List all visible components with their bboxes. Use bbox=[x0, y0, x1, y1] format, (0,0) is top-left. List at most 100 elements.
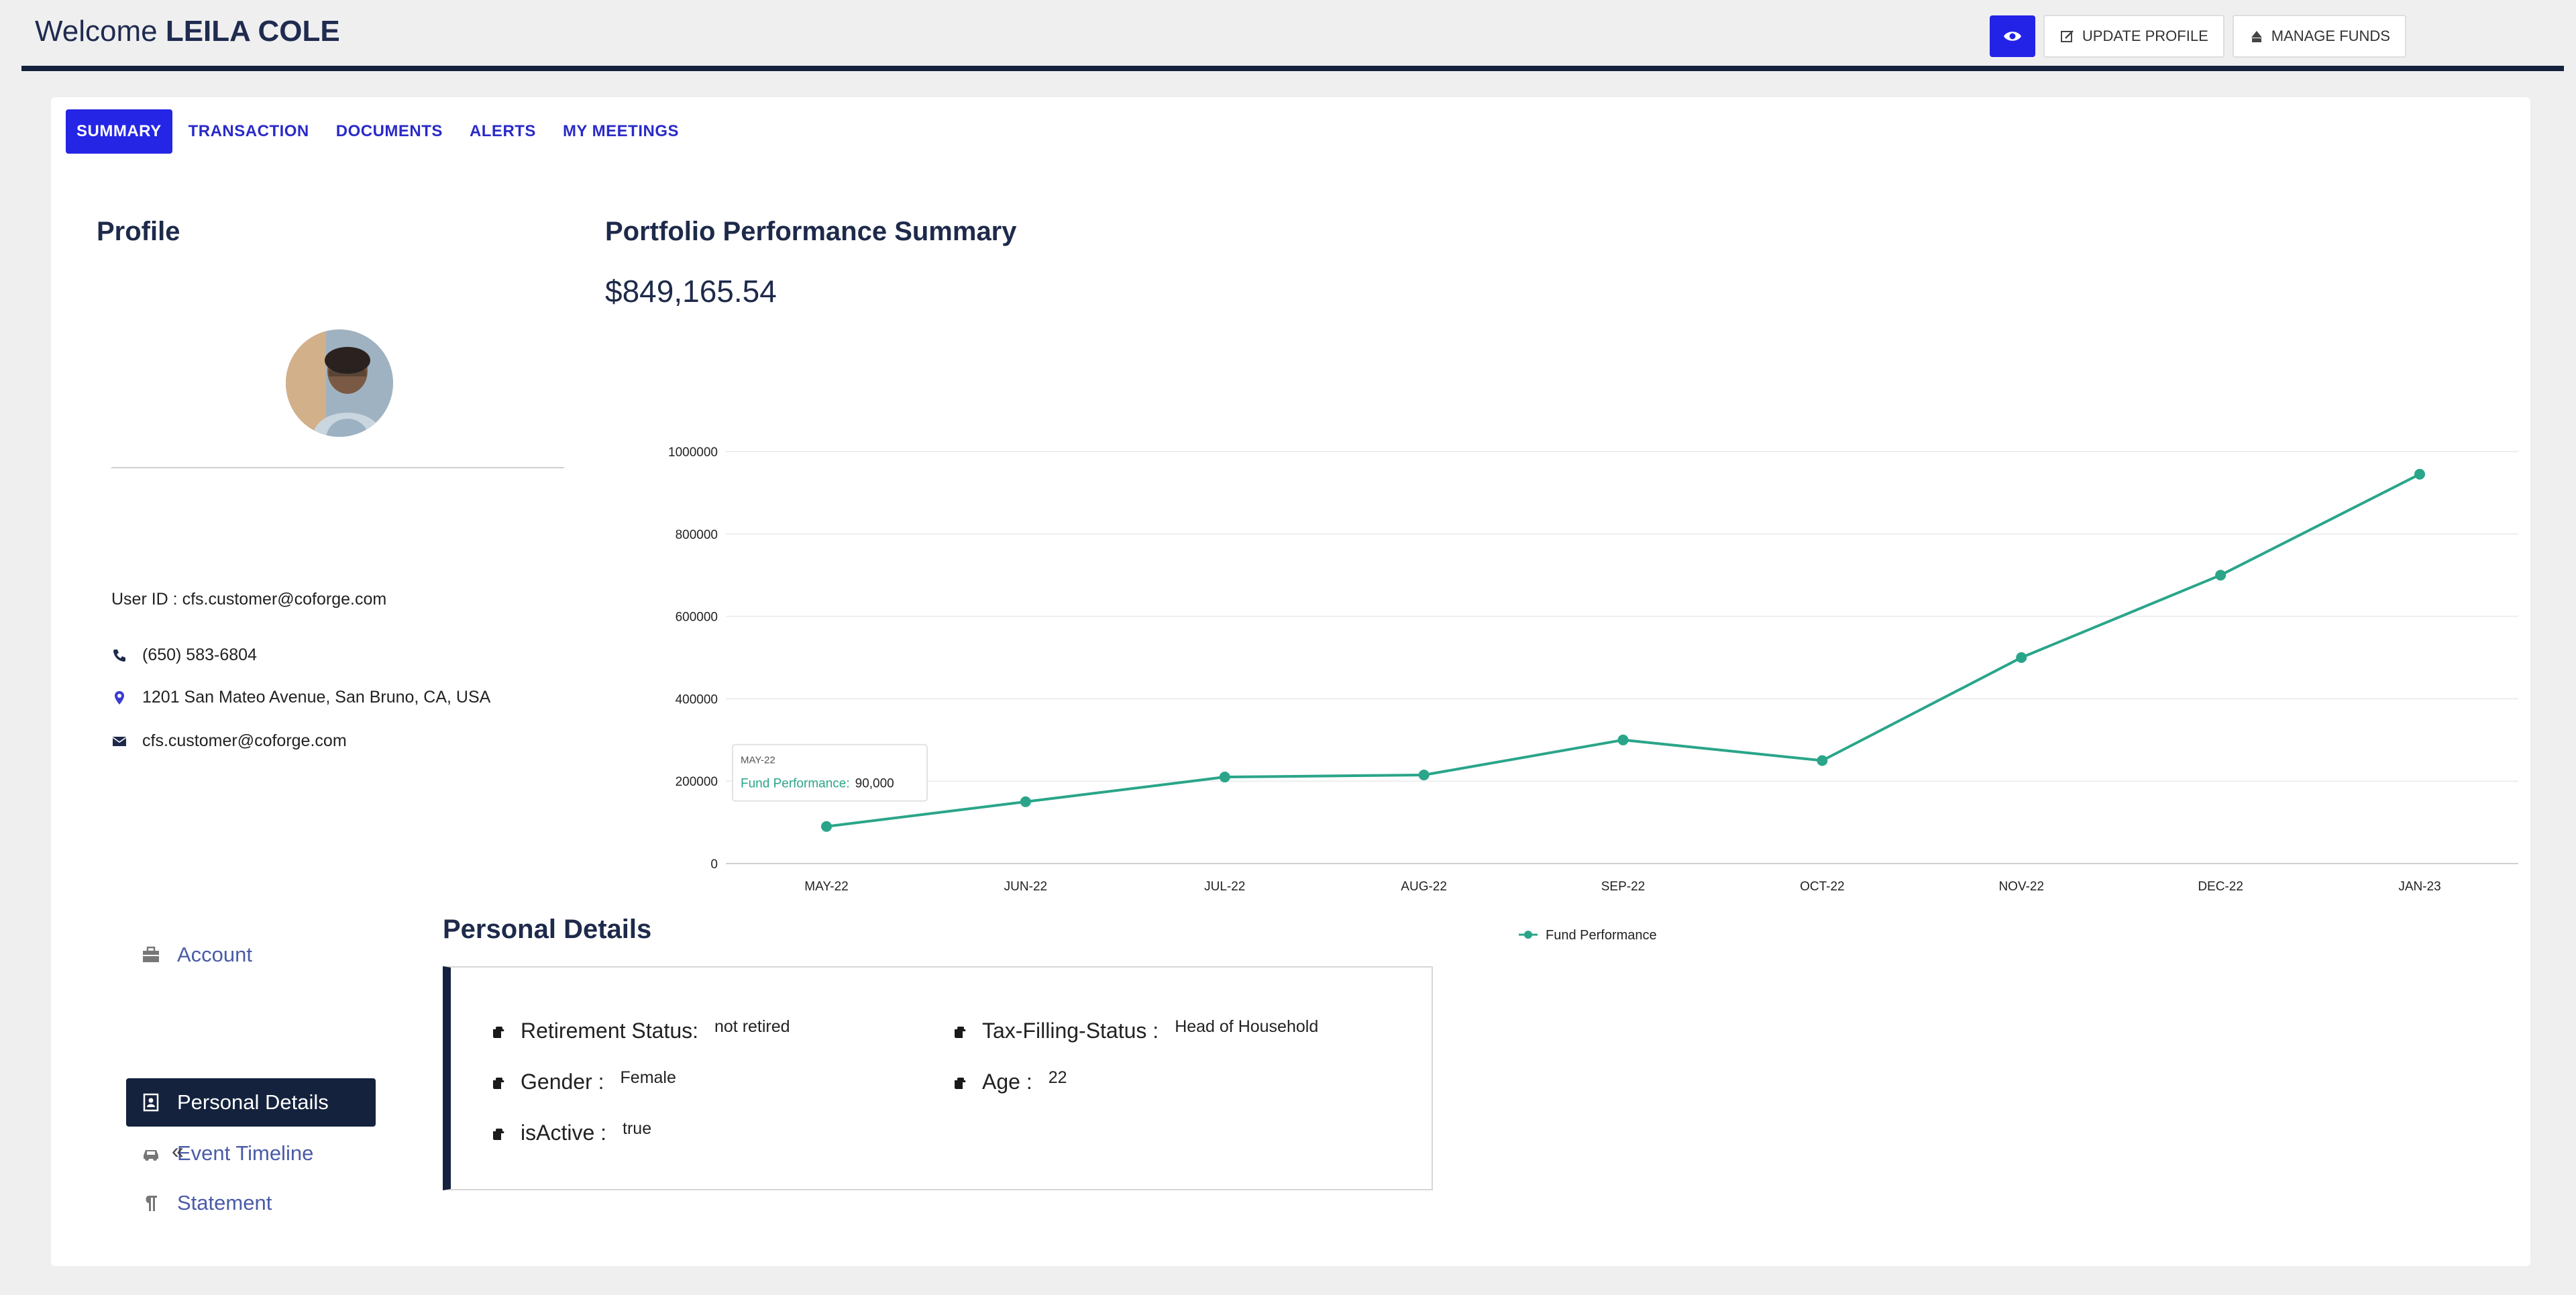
menu-item-label: Account bbox=[177, 943, 253, 966]
phone-icon bbox=[113, 649, 125, 662]
location-pin-icon bbox=[115, 690, 124, 705]
personal-details-title: Personal Details bbox=[443, 915, 652, 944]
address-text: 1201 San Mateo Avenue, San Bruno, CA, US… bbox=[142, 688, 491, 707]
age-value: 22 bbox=[1048, 1068, 1067, 1087]
pointing-hand-icon bbox=[955, 1026, 966, 1038]
pointing-hand-icon bbox=[493, 1077, 504, 1089]
retirement-status-row: Retirement Status: not retired bbox=[491, 1017, 790, 1043]
tooltip-value: 90,000 bbox=[855, 777, 894, 791]
profile-title: Profile bbox=[97, 217, 180, 246]
tab-alerts[interactable]: ALERTS bbox=[469, 122, 536, 140]
tax-filing-status-value: Head of Household bbox=[1175, 1017, 1319, 1036]
menu-item-label: Event Timeline bbox=[177, 1141, 314, 1165]
legend-label: Fund Performance bbox=[1546, 928, 1657, 943]
edit-icon bbox=[2060, 30, 2074, 42]
x-tick-label: SEP-22 bbox=[1601, 880, 1645, 894]
top-actions: UPDATE PROFILE MANAGE FUNDS bbox=[1989, 15, 2406, 58]
portfolio-total: $849,165.54 bbox=[605, 274, 777, 309]
data-point[interactable] bbox=[1020, 796, 1031, 807]
x-tick-label: DEC-22 bbox=[2198, 880, 2243, 894]
menu-item-label: Statement bbox=[177, 1191, 272, 1214]
performance-title: Portfolio Performance Summary bbox=[605, 217, 1017, 246]
id-card-icon bbox=[143, 1093, 159, 1112]
age-label: Age : bbox=[982, 1070, 1032, 1094]
main-card: SUMMARY TRANSACTION DOCUMENTS ALERTS MY … bbox=[51, 97, 2530, 1266]
is-active-row: isActive : true bbox=[491, 1119, 652, 1145]
welcome-heading: Welcome LEILA COLE bbox=[35, 15, 340, 48]
update-profile-button[interactable]: UPDATE PROFILE bbox=[2043, 15, 2224, 58]
y-tick-label: 0 bbox=[710, 858, 718, 872]
tab-bar: SUMMARY TRANSACTION DOCUMENTS ALERTS MY … bbox=[66, 109, 690, 154]
x-tick-label: JAN-23 bbox=[2398, 880, 2440, 894]
profile-divider bbox=[111, 467, 564, 468]
data-point[interactable] bbox=[2414, 468, 2425, 480]
menu-item-account[interactable]: Account bbox=[126, 931, 376, 979]
user-id: User ID : cfs.customer@coforge.com bbox=[111, 590, 387, 609]
view-button[interactable] bbox=[1989, 15, 2035, 57]
car-icon bbox=[144, 1150, 158, 1161]
data-point[interactable] bbox=[1418, 769, 1430, 780]
data-point[interactable] bbox=[2215, 570, 2226, 581]
y-tick-label: 1000000 bbox=[668, 446, 718, 460]
y-tick-label: 800000 bbox=[676, 528, 718, 542]
manage-funds-label: MANAGE FUNDS bbox=[2271, 28, 2390, 44]
tax-filing-status-row: Tax-Filling-Status : Head of Household bbox=[953, 1017, 1319, 1043]
tab-documents[interactable]: DOCUMENTS bbox=[335, 122, 443, 140]
manage-funds-button[interactable]: MANAGE FUNDS bbox=[2232, 15, 2406, 58]
tooltip-title: MAY-22 bbox=[741, 755, 775, 766]
chart-tooltip: MAY-22 Fund Performance: 90,000 bbox=[732, 743, 928, 802]
chart-legend[interactable]: Fund Performance bbox=[1519, 928, 1657, 943]
email-row: cfs.customer@coforge.com bbox=[111, 731, 347, 751]
envelope-icon bbox=[112, 736, 127, 746]
data-point[interactable] bbox=[821, 821, 832, 832]
tab-transaction[interactable]: TRANSACTION bbox=[188, 122, 309, 140]
gender-value: Female bbox=[620, 1068, 676, 1087]
data-point[interactable] bbox=[1617, 734, 1629, 745]
update-profile-label: UPDATE PROFILE bbox=[2082, 28, 2208, 44]
is-active-label: isActive : bbox=[521, 1121, 607, 1145]
x-tick-label: OCT-22 bbox=[1800, 880, 1845, 894]
pointing-hand-icon bbox=[955, 1077, 966, 1089]
briefcase-icon bbox=[143, 946, 159, 962]
y-tick-label: 200000 bbox=[676, 775, 718, 789]
retirement-status-value: not retired bbox=[714, 1017, 790, 1036]
menu-item-event-timeline[interactable]: Event Timeline bbox=[126, 1129, 376, 1178]
phone-row: (650) 583-6804 bbox=[111, 645, 257, 665]
performance-chart: 0 200000 400000 600000 800000 1000000 MAY-22 J… bbox=[668, 446, 2518, 943]
data-point[interactable] bbox=[2016, 652, 2027, 663]
personal-details-card: Retirement Status: not retired Tax-Filli… bbox=[443, 966, 1433, 1190]
retirement-status-label: Retirement Status: bbox=[521, 1019, 698, 1043]
x-tick-label: AUG-22 bbox=[1401, 880, 1447, 894]
tax-filing-status-label: Tax-Filling-Status : bbox=[982, 1019, 1159, 1043]
paragraph-icon bbox=[146, 1196, 157, 1211]
eye-icon bbox=[2003, 32, 2021, 41]
x-tick-label: JUL-22 bbox=[1204, 880, 1245, 894]
y-tick-label: 600000 bbox=[676, 611, 718, 625]
data-point[interactable] bbox=[1219, 772, 1230, 783]
user-name: LEILA COLE bbox=[165, 15, 340, 48]
tab-summary[interactable]: SUMMARY bbox=[66, 109, 172, 154]
avatar bbox=[286, 329, 393, 437]
menu-item-statement[interactable]: Statement bbox=[126, 1179, 376, 1227]
is-active-value: true bbox=[623, 1119, 652, 1138]
data-point[interactable] bbox=[1817, 755, 1828, 766]
pointing-hand-icon bbox=[493, 1026, 504, 1038]
tooltip-label: Fund Performance: bbox=[741, 777, 850, 791]
pointing-hand-icon bbox=[493, 1128, 504, 1140]
x-tick-label: NOV-22 bbox=[1998, 880, 2044, 894]
funds-icon bbox=[2251, 31, 2262, 42]
menu-item-personal-details[interactable]: Personal Details bbox=[126, 1078, 376, 1127]
menu-item-label: Personal Details bbox=[177, 1090, 329, 1114]
address-row: 1201 San Mateo Avenue, San Bruno, CA, US… bbox=[111, 688, 490, 707]
y-tick-label: 400000 bbox=[676, 692, 718, 707]
tab-my-meetings[interactable]: MY MEETINGS bbox=[562, 122, 680, 140]
header-divider bbox=[21, 66, 2564, 71]
fund-performance-line bbox=[826, 472, 2420, 828]
gender-label: Gender : bbox=[521, 1070, 604, 1094]
phone-text: (650) 583-6804 bbox=[142, 645, 257, 664]
gender-row: Gender : Female bbox=[491, 1068, 676, 1094]
age-row: Age : 22 bbox=[953, 1068, 1067, 1094]
welcome-prefix: Welcome bbox=[35, 15, 158, 48]
collapse-menu-button[interactable]: « bbox=[172, 1139, 184, 1163]
top-bar: Welcome LEILA COLE UPDATE PROFILE MANAGE… bbox=[0, 0, 2576, 71]
